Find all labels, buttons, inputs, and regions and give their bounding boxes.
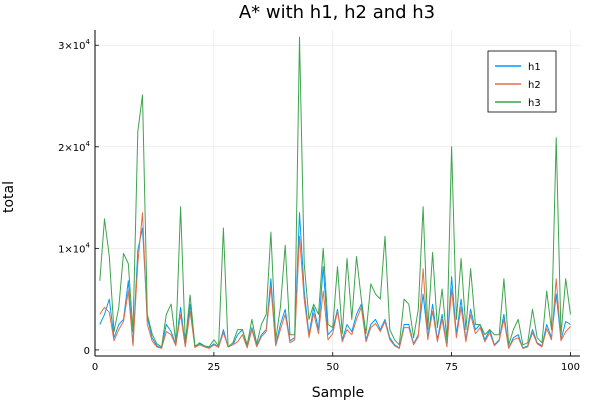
x-axis-label: Sample [312,385,365,400]
axes [94,30,580,357]
series-line-h1 [99,212,571,349]
series-line-h2 [99,212,571,349]
x-tick-label: 75 [445,362,458,373]
series-line-h3 [99,36,571,348]
y-tick-label: 2×104 [58,140,90,154]
y-tick-label: 0 [84,346,90,357]
y-axis-label: total [1,181,17,213]
x-tick-label: 0 [92,362,98,373]
x-tick-label: 100 [561,362,580,373]
legend-box [487,50,557,113]
legend-label-h2: h2 [528,80,541,91]
y-tick-label: 1×104 [58,241,90,255]
data-series [99,36,571,349]
tick-labels: 0 25 50 75 100 0 1×104 2×104 3×104 [58,38,580,373]
legend: h1 h2 h3 [487,50,557,113]
gridlines [94,30,580,356]
legend-label-h3: h3 [528,98,541,109]
x-tick-label: 50 [326,362,339,373]
x-tick-label: 25 [208,362,221,373]
legend-label-h1: h1 [528,62,541,73]
chart-title: A* with h1, h2 and h3 [239,2,435,23]
y-tick-label: 3×104 [58,38,90,52]
